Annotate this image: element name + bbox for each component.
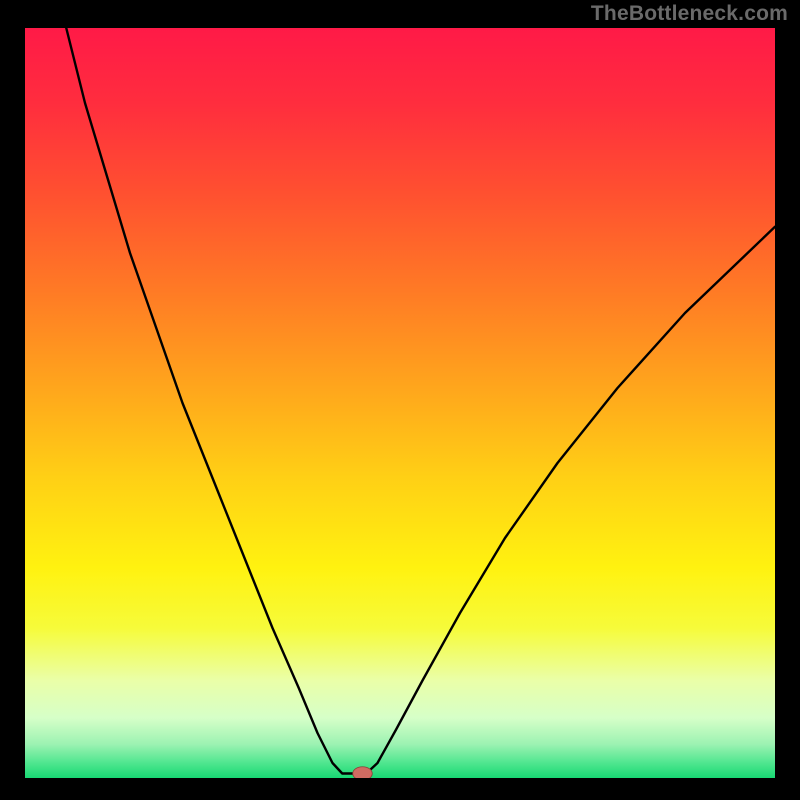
- watermark-text: TheBottleneck.com: [591, 2, 788, 26]
- plot-svg: [25, 28, 775, 778]
- plot-frame: [25, 28, 775, 778]
- bottleneck-curve: [66, 28, 775, 774]
- figure-container: TheBottleneck.com: [0, 0, 800, 800]
- optimal-point-marker: [353, 767, 373, 778]
